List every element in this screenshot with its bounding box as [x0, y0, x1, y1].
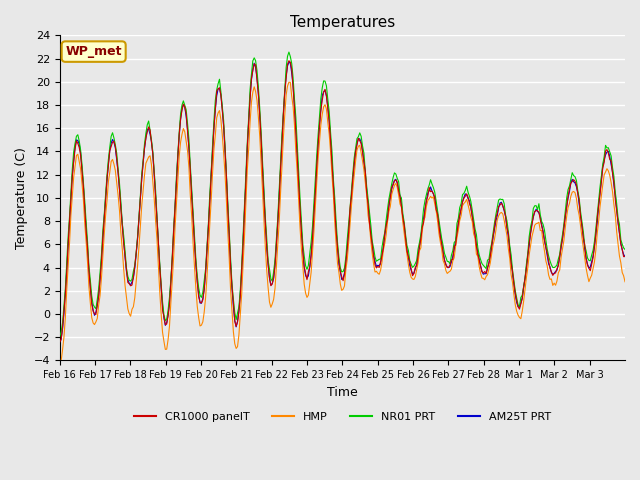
Y-axis label: Temperature (C): Temperature (C) — [15, 147, 28, 249]
Text: WP_met: WP_met — [65, 45, 122, 58]
Title: Temperatures: Temperatures — [290, 15, 395, 30]
Legend: CR1000 panelT, HMP, NR01 PRT, AM25T PRT: CR1000 panelT, HMP, NR01 PRT, AM25T PRT — [129, 408, 556, 426]
X-axis label: Time: Time — [327, 386, 358, 399]
